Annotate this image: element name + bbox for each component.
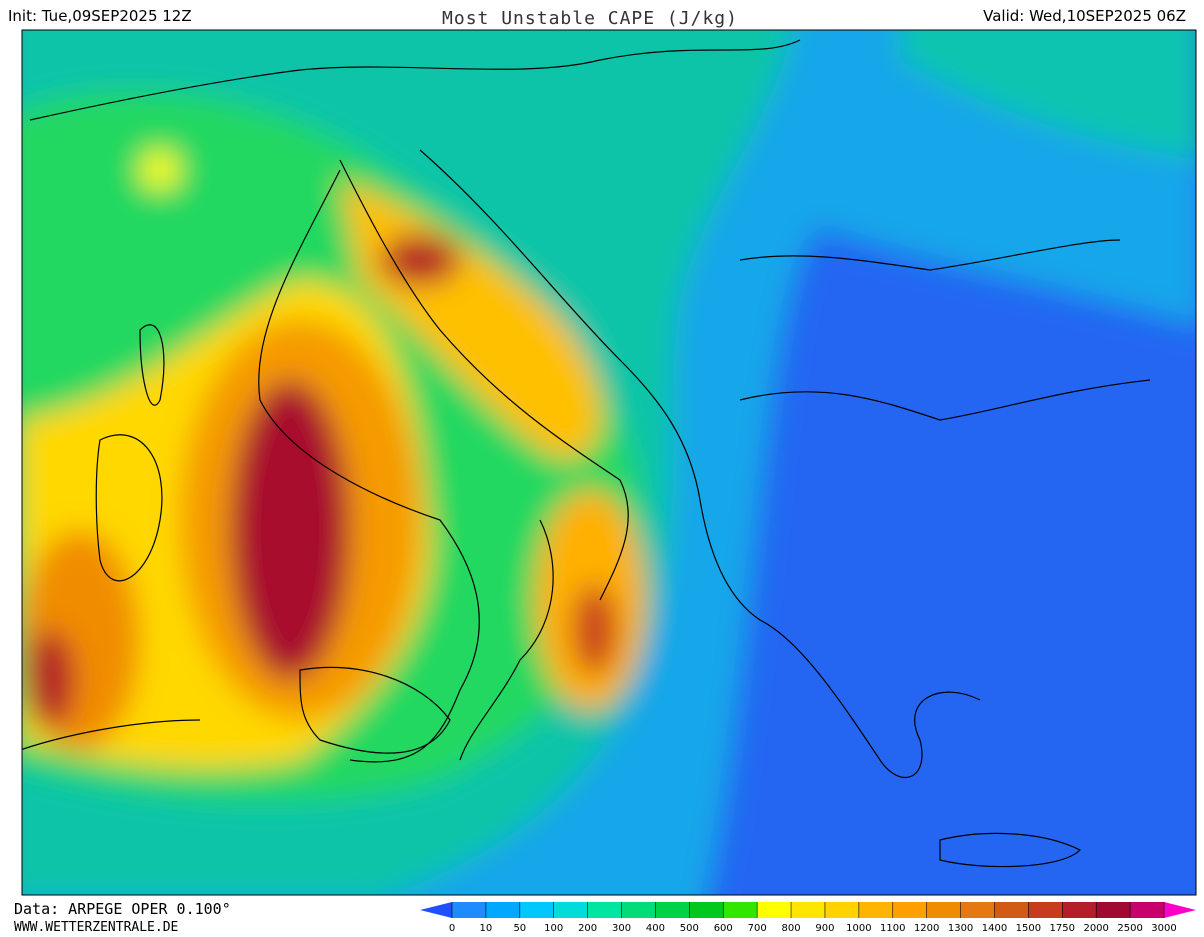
colorbar-label: 1500 [1016,923,1041,934]
colorbar-segment [824,902,860,918]
colorbar-segment [485,902,521,918]
colorbar-segment [791,902,826,918]
colorbar-label: 1100 [880,923,905,934]
colorbar-over [1164,902,1196,918]
colorbar-segment [1062,902,1097,918]
colorbar-segment [1028,902,1063,918]
colorbar-segment [655,902,690,918]
colorbar-label: 1400 [982,923,1007,934]
colorbar-segment [1096,902,1131,918]
colorbar-label: 100 [544,923,563,934]
colorbar-label: 500 [680,923,699,934]
data-source: Data: ARPEGE OPER 0.100° [14,900,231,918]
colorbar-segment [723,902,758,918]
colorbar-segment [519,902,555,918]
colorbar-segment [892,902,928,918]
colorbar-segment [757,902,792,918]
colorbar-label: 700 [748,923,767,934]
map-title: Most Unstable CAPE (J/kg) [442,8,738,29]
colorbar-segment [858,902,894,918]
colorbar-label: 400 [646,923,665,934]
colorbar-under [420,902,452,918]
colorbar-label: 1300 [948,923,973,934]
colorbar-label: 200 [578,923,597,934]
colorbar-label: 800 [782,923,801,934]
init-time: Init: Tue,09SEP2025 12Z [8,7,192,25]
colorbar-segment [926,902,962,918]
colorbar: 0 10 50 100 200 300 400 500 600 700 800 900 1000 1100… [420,902,1196,934]
colorbar-segment [960,902,995,918]
colorbar-label: 2000 [1083,923,1108,934]
colorbar-label: 900 [815,923,834,934]
colorbar-segment [553,902,589,918]
colorbar-label: 10 [480,923,493,934]
colorbar-label: 600 [714,923,733,934]
colorbar-label: 0 [449,923,455,934]
colorbar-label: 3000 [1151,923,1176,934]
website: WWW.WETTERZENTRALE.DE [14,920,178,935]
colorbar-segment [994,902,1029,918]
colorbar-segment [621,902,656,918]
colorbar-label: 1000 [846,923,871,934]
colorbar-label: 1200 [914,923,939,934]
valid-time: Valid: Wed,10SEP2025 06Z [983,7,1186,25]
colorbar-label: 2500 [1117,923,1142,934]
map-frame [21,29,1197,896]
colorbar-segment [587,902,623,918]
colorbar-label: 50 [513,923,526,934]
colorbar-segment [452,902,487,918]
colorbar-label: 300 [612,923,631,934]
colorbar-segment [689,902,724,918]
colorbar-segment [1130,902,1165,918]
colorbar-label: 1750 [1050,923,1075,934]
